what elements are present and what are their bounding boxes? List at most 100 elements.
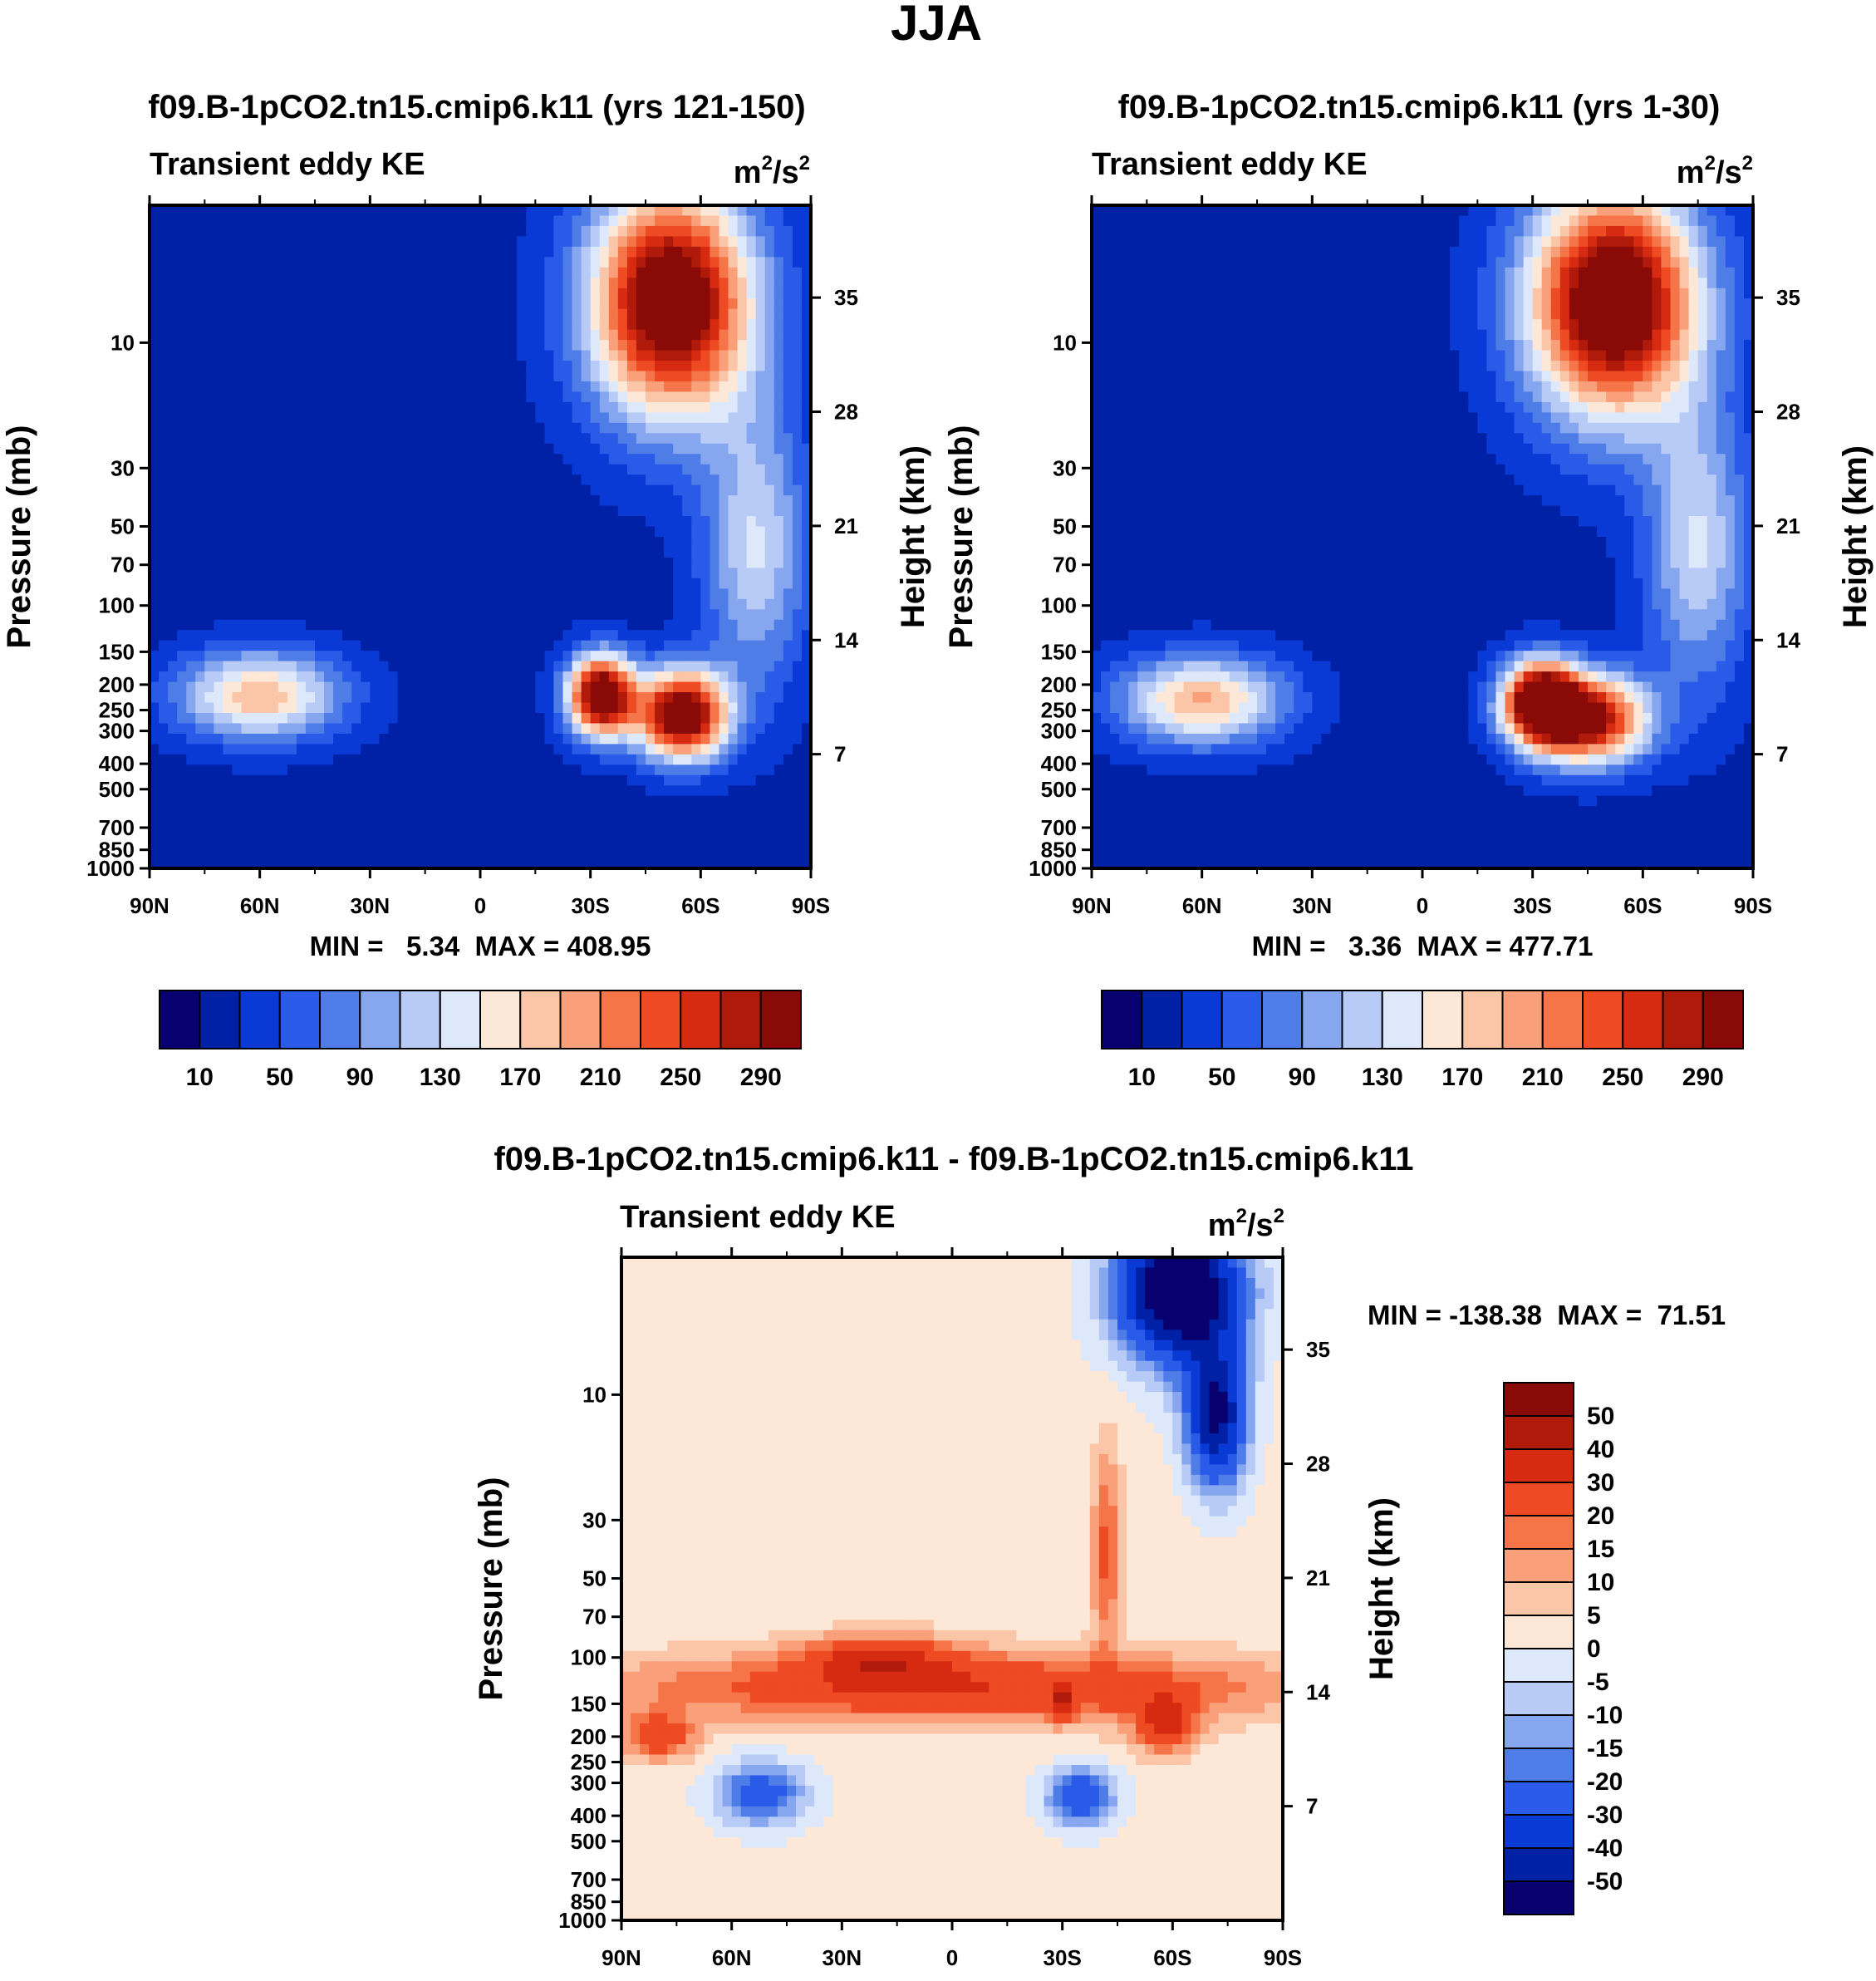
contour-cell (305, 464, 316, 475)
contour-cell (801, 454, 812, 465)
contour-cell (296, 236, 307, 248)
contour-cell (700, 526, 710, 538)
contour-cell (214, 848, 224, 859)
contour-cell (333, 340, 343, 351)
contour-cell (590, 329, 601, 341)
contour-cell (710, 661, 720, 672)
contour-cell (783, 412, 793, 424)
contour-cell (746, 298, 757, 310)
contour-cell (361, 640, 371, 651)
contour-cell (682, 412, 692, 424)
contour-cell (636, 422, 646, 434)
contour-cell (673, 329, 683, 341)
contour-cell (673, 692, 683, 704)
contour-cell (150, 795, 160, 807)
contour-cell (617, 744, 628, 755)
contour-cell (232, 205, 243, 217)
contour-cell (553, 526, 564, 538)
contour-cell (177, 381, 187, 393)
contour-cell (535, 827, 545, 838)
contour-cell (168, 671, 178, 683)
contour-cell (250, 557, 261, 569)
contour-cell (1101, 744, 1111, 755)
contour-cell (700, 205, 710, 217)
contour-cell (572, 443, 582, 455)
contour-cell (461, 464, 472, 475)
contour-cell (617, 401, 628, 413)
contour-cell (728, 609, 739, 621)
contour-cell (581, 816, 592, 828)
contour-cell (664, 681, 674, 693)
contour-cell (305, 588, 316, 600)
contour-cell (351, 702, 361, 714)
contour-cell (461, 744, 472, 755)
contour-cell (755, 401, 766, 413)
contour-cell (241, 858, 252, 869)
contour-cell (755, 464, 766, 475)
contour-cell (461, 215, 472, 227)
contour-cell (159, 495, 169, 507)
contour-cell (250, 671, 261, 683)
contour-cell (792, 837, 803, 848)
contour-cell (581, 619, 592, 631)
contour-cell (259, 350, 270, 361)
contour-cell (617, 391, 628, 403)
contour-cell (277, 205, 288, 217)
contour-cell (259, 505, 270, 517)
contour-cell (636, 630, 646, 641)
contour-cell (324, 474, 334, 486)
contour-cell (168, 568, 178, 579)
contour-cell (351, 723, 361, 735)
contour-cell (608, 547, 619, 558)
contour-cell (361, 702, 371, 714)
contour-cell (783, 361, 793, 372)
contour-cell (783, 578, 793, 589)
contour-cell (452, 391, 463, 403)
contour-cell (480, 619, 490, 631)
contour-cell (572, 236, 582, 248)
contour-cell (470, 733, 481, 745)
contour-cell (1119, 319, 1129, 331)
contour-cell (315, 474, 325, 486)
contour-cell (425, 806, 435, 818)
contour-cell (470, 568, 481, 579)
contour-cell (168, 267, 178, 278)
contour-cell (370, 278, 380, 289)
contour-cell (177, 578, 187, 589)
contour-cell (636, 381, 646, 393)
contour-cell (159, 651, 169, 662)
contour-cell (599, 651, 610, 662)
contour-cell (801, 547, 812, 558)
contour-cell (737, 381, 748, 393)
contour-cell (498, 774, 508, 786)
contour-cell (351, 267, 361, 278)
contour-cell (489, 329, 499, 341)
contour-cell (351, 651, 361, 662)
contour-cell (664, 661, 674, 672)
contour-cell (159, 361, 169, 372)
contour-cell (608, 526, 619, 538)
contour-cell (223, 578, 233, 589)
contour-cell (728, 246, 739, 258)
contour-cell (700, 278, 710, 289)
contour-cell (773, 598, 784, 610)
contour-cell (700, 816, 710, 828)
contour-cell (315, 225, 325, 238)
contour-cell (737, 205, 748, 217)
contour-cell (498, 795, 508, 807)
contour-cell (682, 837, 692, 848)
contour-cell (646, 609, 656, 621)
contour-cell (370, 319, 380, 331)
contour-cell (700, 692, 710, 704)
contour-cell (150, 412, 160, 424)
contour-cell (728, 764, 739, 776)
contour-cell (470, 236, 481, 248)
contour-cell (773, 744, 784, 755)
contour-cell (773, 464, 784, 475)
contour-cell (223, 484, 233, 496)
contour-cell (305, 671, 316, 683)
contour-cell (370, 443, 380, 455)
contour-cell (434, 205, 444, 217)
contour-cell (406, 578, 417, 589)
contour-cell (626, 598, 637, 610)
